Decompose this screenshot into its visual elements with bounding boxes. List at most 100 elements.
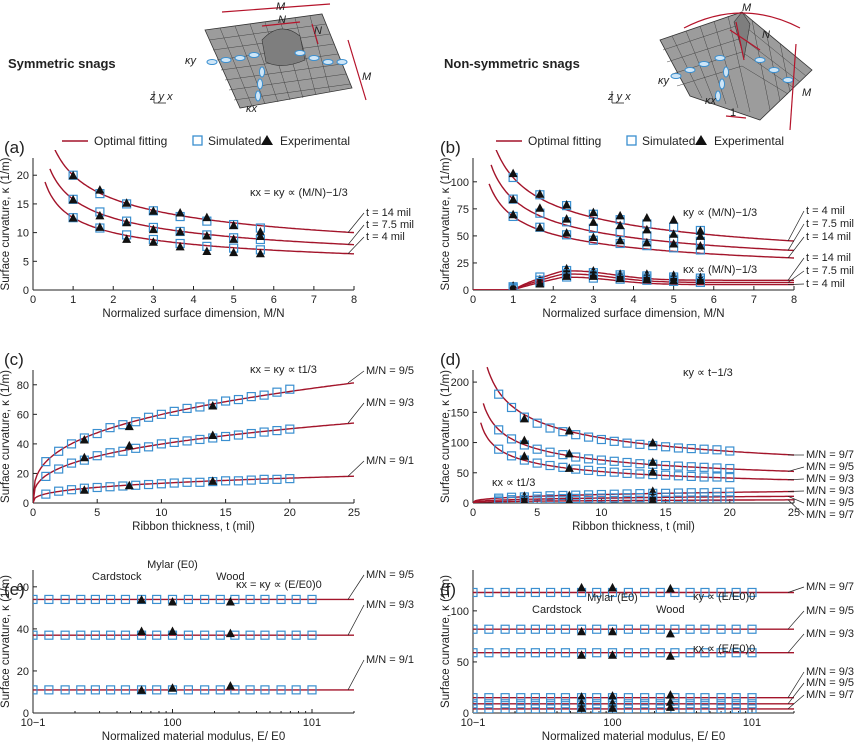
sim-marker-e [44,685,54,695]
fit-line-a-1 [49,168,354,246]
sim-marker-e [44,594,54,605]
sim-marker-c [195,402,205,412]
exp-marker-f [665,697,675,706]
exp-marker-f [577,626,587,636]
y-tick-label-c: 40 [17,439,29,451]
sim-marker-d [622,468,632,478]
legend-exp-right: Experimental [714,134,784,148]
sim-marker-f [670,587,680,598]
exp-marker-f [665,702,675,711]
sim-marker-f [623,704,633,713]
series-group-a [44,150,354,258]
sim-marker-d [635,495,645,503]
sim-marker-d [596,455,607,465]
sim-marker-f [516,587,526,598]
exp-marker-a [202,230,212,240]
exp-marker-f [577,582,587,592]
exp-marker-f [577,650,587,659]
fit-line-c-1 [33,422,354,503]
leader-f-4 [787,682,805,705]
exp-marker-b [562,214,572,223]
sim-marker-f [655,648,665,658]
sim-marker-f [731,624,741,634]
exp-marker-d [648,467,658,476]
sym-kx-label: κx [246,103,258,115]
leader-d-4 [787,495,805,504]
y-tick-label-c: 80 [17,380,29,392]
exp-marker-b [562,228,572,237]
sim-marker-f [500,699,510,709]
sym-N-side-label: N [314,25,322,37]
sim-marker-e [260,630,270,640]
exp-marker-b [615,273,625,283]
sim-marker-e [200,594,210,605]
series-label-e-1: M/N = 9/3 [366,599,414,611]
sim-marker-c [182,403,192,414]
x-tick-label-a: 3 [150,294,156,306]
legend-sim-left: Simulated [208,134,261,148]
sim-marker-e [307,594,317,605]
sim-marker-e [276,685,286,695]
sim-marker-c [143,412,154,422]
sim-marker-e [60,630,70,640]
sim-marker-d [609,467,619,477]
sim-marker-d [596,495,607,503]
sim-marker-f [747,587,757,598]
y-tick-label-d: 150 [451,407,469,419]
sim-marker-f [731,699,741,709]
series-label-a-0: t = 14 mil [366,207,411,219]
sim-marker-f [484,693,494,703]
exp-marker-a [68,170,78,180]
sim-marker-c [272,387,282,397]
sim-marker-c [182,436,192,446]
exp-marker-c [79,434,89,444]
exp-marker-e [137,626,147,635]
sim-marker-d [673,471,684,481]
y-axis-label-e: Surface curvature, κ (1/m) [0,575,12,708]
x-tick-label-a: 5 [231,294,237,306]
sim-marker-f [716,693,726,703]
exp-marker-b [669,229,679,238]
exp-marker-f [665,583,675,593]
sim-marker-f [731,693,741,703]
sim-marker-e [260,594,270,605]
series-label-e-2: M/N = 9/1 [366,654,414,666]
y-tick-label-d: 200 [451,377,469,389]
sim-marker-f [716,648,726,658]
fit-line-d-1 [482,403,794,473]
sim-marker-f [484,587,494,598]
sim-marker-f [546,587,556,598]
sim-marker-c [66,485,77,495]
sim-marker-e [120,630,131,640]
panel-label-f: (f) [440,580,456,599]
series-label-d-3: M/N = 9/3 [806,485,854,497]
x-tick-label-a: 1 [70,294,76,306]
sim-marker-c [285,424,295,434]
sim-marker-d [596,466,607,477]
sim-marker-d [558,462,568,472]
leader-a-1 [347,224,365,245]
exp-marker-b [695,225,705,235]
sim-marker-c [105,448,115,458]
exp-marker-c [124,440,134,450]
leader-b-4 [787,270,805,283]
sim-marker-c [105,482,115,492]
exp-marker-c [208,476,218,485]
sim-marker-f [484,624,494,634]
sim-marker-f [473,648,478,658]
x-axis-label-d: Ribbon thickness, t (mil) [572,521,695,533]
sim-marker-c [41,489,51,499]
exp-marker-b [562,271,572,280]
sim-marker-e [44,630,54,640]
sim-marker-f [560,699,571,709]
exp-marker-b [695,241,705,250]
y-tick-label-b: 0 [463,285,469,297]
sim-marker-d [673,495,684,503]
x-tick-label-b: 6 [711,294,717,306]
sim-marker-e [152,630,162,640]
exp-marker-a [202,246,212,255]
leader-f-2 [787,633,805,653]
leader-b-1 [787,223,805,251]
x-tick-label-b: 4 [630,294,636,306]
